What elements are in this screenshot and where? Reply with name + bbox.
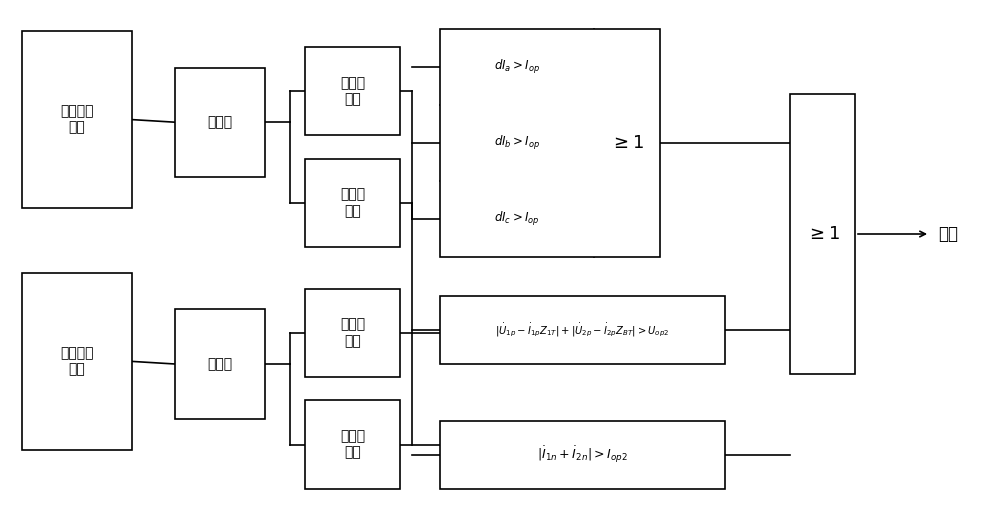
Bar — [440, 29, 660, 257]
Bar — [22, 31, 132, 208]
Bar — [305, 400, 400, 489]
Bar — [305, 159, 400, 247]
Bar — [440, 421, 725, 489]
Text: $\geq$1: $\geq$1 — [806, 225, 839, 243]
Bar — [175, 68, 265, 177]
Bar — [175, 309, 265, 419]
Text: 负序过
滤器: 负序过 滤器 — [340, 188, 365, 218]
Bar — [305, 47, 400, 135]
Text: 滤波器: 滤波器 — [207, 115, 233, 129]
Text: 本侧电流
电压: 本侧电流 电压 — [60, 105, 94, 135]
Text: $dI_b > I_{op}$: $dI_b > I_{op}$ — [494, 134, 540, 152]
Text: 负序过
滤器: 负序过 滤器 — [340, 430, 365, 460]
Text: 滤波器: 滤波器 — [207, 357, 233, 371]
Text: 跳闸: 跳闸 — [938, 225, 958, 243]
Text: 正序过
滤器: 正序过 滤器 — [340, 76, 365, 106]
Text: $|\dot{I}_{1n}+\dot{I}_{2n}|>I_{op2}$: $|\dot{I}_{1n}+\dot{I}_{2n}|>I_{op2}$ — [537, 445, 628, 465]
Text: 对侧电流
电压: 对侧电流 电压 — [60, 346, 94, 376]
Text: $dI_c > I_{op}$: $dI_c > I_{op}$ — [494, 210, 540, 228]
Text: 正序过
滤器: 正序过 滤器 — [340, 318, 365, 348]
Text: $\geq$1: $\geq$1 — [610, 134, 644, 152]
Text: $dI_a > I_{op}$: $dI_a > I_{op}$ — [494, 58, 540, 76]
Bar — [440, 296, 725, 364]
Bar — [305, 289, 400, 377]
Bar — [22, 273, 132, 450]
Text: $|\dot{U}_{1p}-\dot{I}_{1p}Z_{1T}|+|\dot{U}_{2p}-\dot{I}_{2p}Z_{BT}|>U_{op2}$: $|\dot{U}_{1p}-\dot{I}_{1p}Z_{1T}|+|\dot… — [495, 321, 670, 339]
Bar — [790, 94, 855, 374]
